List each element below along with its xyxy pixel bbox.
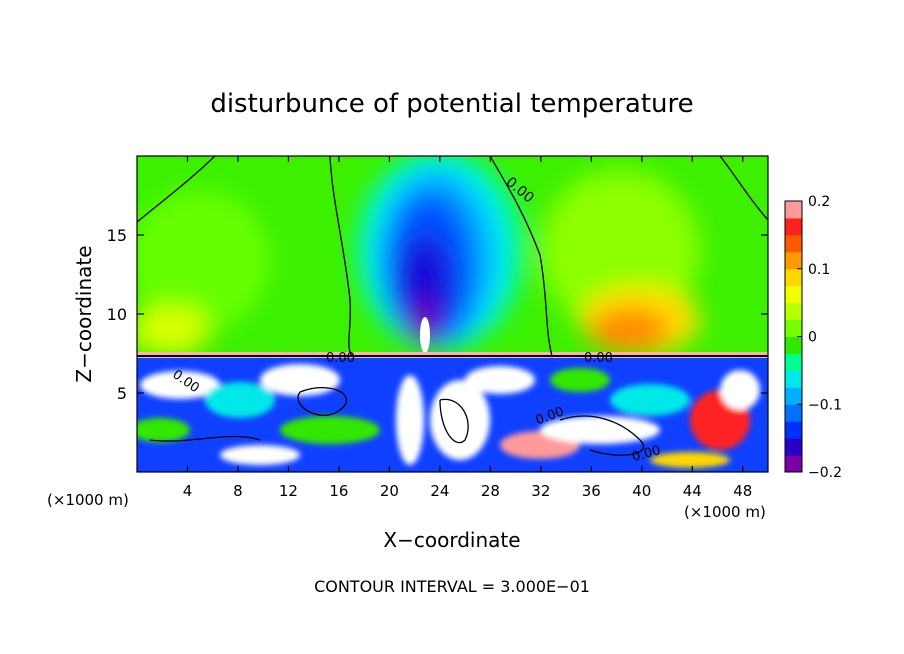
x-tick-label: 4 — [183, 482, 193, 500]
contour-interval: CONTOUR INTERVAL = 3.000E−01 — [314, 577, 590, 596]
colorbar-swatch — [785, 387, 802, 405]
colorbar-tick-label: 0 — [808, 330, 817, 346]
colorbar-tick-label: −0.2 — [808, 465, 842, 481]
x-tick-label: 44 — [683, 482, 702, 500]
x-tick-label: 12 — [279, 482, 298, 500]
x-axis: 4 8 12 16 20 24 28 32 36 40 44 48 — [183, 156, 752, 500]
heatmap-field — [137, 156, 768, 472]
colorbar-swatch — [785, 234, 802, 253]
colorbar-swatch — [785, 370, 802, 388]
x-tick-label: 28 — [481, 482, 500, 500]
x-tick-label: 32 — [531, 482, 550, 500]
x-unit-left: (×1000 m) — [47, 491, 129, 509]
colorbar-tick-label: 0.2 — [808, 194, 830, 210]
contour-label: 0.00 — [630, 443, 662, 465]
x-tick-label: 36 — [582, 482, 601, 500]
x-unit-right: (×1000 m) — [684, 503, 766, 521]
y-tick-label: 5 — [117, 384, 127, 403]
colorbar-swatch — [785, 404, 802, 422]
colorbar-swatch — [785, 438, 802, 456]
x-tick-label: 16 — [329, 482, 348, 500]
x-tick-label: 20 — [380, 482, 399, 500]
colorbar-swatch — [785, 285, 802, 304]
x-tick-label: 48 — [733, 482, 752, 500]
colorbar-swatch — [785, 455, 802, 473]
colorbar-swatch — [785, 268, 802, 287]
y-axis: 5 10 15 — [107, 226, 768, 403]
chart-title: disturbunce of potential temperature — [210, 89, 693, 119]
x-tick-label: 24 — [430, 482, 449, 500]
y-tick-label: 10 — [107, 305, 127, 324]
x-tick-label: 40 — [632, 482, 651, 500]
colorbar — [785, 201, 802, 473]
y-tick-label: 15 — [107, 226, 127, 245]
y-axis-label: Z−coordinate — [72, 245, 96, 382]
colorbar-swatch — [785, 353, 802, 371]
colorbar-swatch — [785, 319, 802, 337]
x-tick-label: 8 — [233, 482, 243, 500]
colorbar-ticks: 0.2 0.1 0 −0.1 −0.2 — [797, 194, 842, 481]
colorbar-swatch — [785, 201, 802, 219]
contour-label: 0.00 — [326, 351, 355, 366]
x-axis-label: X−coordinate — [383, 528, 520, 552]
colorbar-swatch — [785, 336, 802, 354]
contour-label: 0.00 — [584, 351, 613, 366]
colorbar-tick-label: −0.1 — [808, 397, 842, 413]
colorbar-swatch — [785, 421, 802, 439]
colorbar-swatch — [785, 217, 802, 236]
colorbar-swatch — [785, 302, 802, 321]
colorbar-swatch — [785, 251, 802, 270]
colorbar-tick-label: 0.1 — [808, 262, 830, 278]
